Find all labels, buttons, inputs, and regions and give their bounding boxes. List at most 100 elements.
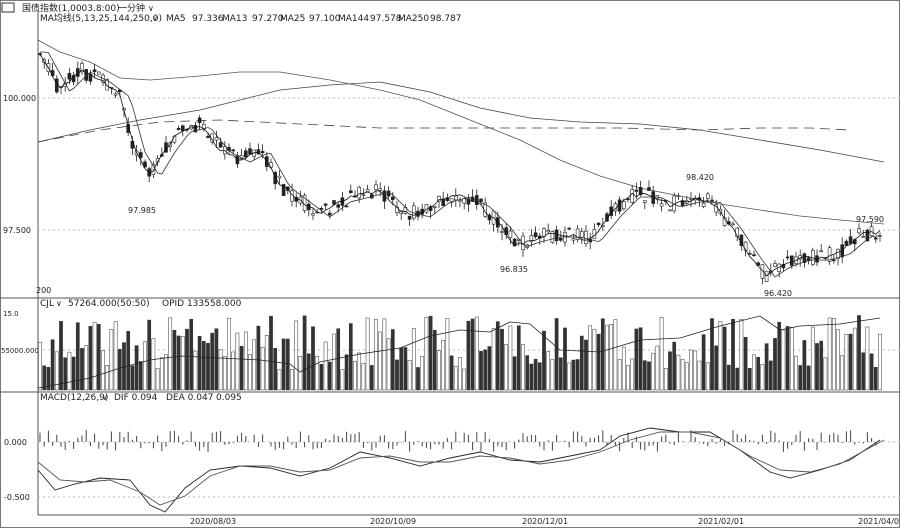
- volume-bar: [487, 346, 492, 391]
- volume-bar: [319, 363, 324, 391]
- volume-bar: [269, 315, 273, 391]
- candle-body: [88, 74, 93, 82]
- volume-bar: [75, 322, 80, 391]
- volume-bar: [819, 340, 824, 391]
- period-dropdown[interactable]: 一分钟: [118, 2, 145, 14]
- volume-bar: [802, 340, 807, 391]
- volume-bar: [705, 362, 710, 391]
- volume-bar: [743, 336, 748, 391]
- candle-body: [332, 200, 336, 205]
- volume-bar: [584, 339, 588, 391]
- candle-body: [701, 202, 706, 207]
- macd-chevron-icon[interactable]: ∨: [102, 393, 108, 402]
- candle-body: [386, 190, 391, 197]
- candle-body: [752, 254, 756, 257]
- volume-bar: [609, 324, 614, 391]
- candle-body: [281, 184, 286, 196]
- volume-title: CJL: [40, 299, 54, 309]
- candle-body: [214, 137, 219, 141]
- candle-body: [680, 200, 685, 206]
- candle-body: [113, 93, 118, 96]
- volume-chevron-icon[interactable]: ∨: [56, 299, 62, 308]
- candle-body: [861, 236, 866, 238]
- volume-bar: [399, 347, 404, 391]
- volume-bar: [831, 318, 836, 391]
- volume-bar: [416, 367, 420, 391]
- indicator-chevron-icon[interactable]: ∨: [152, 14, 158, 23]
- candle-body: [458, 199, 462, 202]
- volume-bar: [474, 316, 479, 391]
- candle-body: [722, 217, 727, 226]
- candle-body: [206, 136, 210, 138]
- volume-bar: [201, 341, 206, 391]
- window-icon[interactable]: [1, 2, 15, 13]
- volume-bar: [294, 320, 299, 391]
- ma25-value: 97.100: [309, 14, 341, 24]
- volume-bar: [789, 326, 794, 391]
- volume-bar: [374, 319, 378, 391]
- volume-bar: [731, 319, 735, 391]
- candle-body: [432, 206, 437, 208]
- candle-body: [244, 150, 248, 158]
- volume-bar: [365, 317, 370, 391]
- candle-body: [819, 250, 824, 253]
- candle-body: [596, 222, 601, 226]
- candle-body: [668, 209, 672, 212]
- volume-bar: [852, 327, 857, 391]
- volume-bar: [168, 317, 173, 391]
- ma5-line: [39, 53, 881, 277]
- volume-bar: [353, 360, 357, 391]
- candle-body: [407, 215, 412, 220]
- volume-bar: [596, 333, 601, 391]
- candle-body: [642, 200, 647, 203]
- volume-bar: [878, 333, 882, 391]
- candle-body: [827, 247, 832, 262]
- volume-bar: [126, 331, 131, 391]
- candle-body: [378, 188, 383, 191]
- volume-bar: [306, 353, 311, 391]
- volume-bar: [134, 345, 139, 391]
- candle-body: [92, 69, 97, 73]
- candle-body: [802, 253, 807, 264]
- tab-label[interactable]: 国债指数(1,0003.8:00): [22, 2, 120, 14]
- chevron-down-icon[interactable]: ∨: [148, 4, 154, 13]
- volume-bar: [722, 326, 727, 391]
- candle-body: [348, 190, 353, 193]
- volume-bar: [836, 329, 840, 391]
- candle-body: [311, 213, 315, 216]
- volume-bar: [827, 317, 832, 391]
- volume-bar: [222, 356, 227, 391]
- candle-body: [105, 79, 109, 91]
- volume-bar: [676, 354, 681, 391]
- volume-bar: [718, 321, 723, 391]
- x-label-5: 2021/04/01: [858, 517, 900, 526]
- volume-bar: [529, 363, 534, 391]
- volume-bar: [466, 320, 471, 391]
- candle-body: [873, 237, 878, 240]
- annotation-low-2: 96.835: [500, 265, 528, 274]
- volume-bar: [752, 354, 756, 391]
- ma5-value: 97.336: [192, 14, 224, 24]
- candle-body: [836, 248, 840, 259]
- volume-bar: [311, 326, 315, 391]
- volume-bar: [588, 325, 593, 391]
- dif-text: DIF 0.094: [114, 393, 158, 403]
- candle-body: [382, 190, 387, 202]
- volume-bar: [231, 351, 236, 391]
- candle-body: [67, 73, 72, 80]
- macd-histogram: [39, 430, 881, 452]
- volume-bar: [777, 321, 782, 391]
- open-interest-line: [37, 315, 881, 389]
- candle-body: [600, 224, 605, 227]
- candle-body: [361, 194, 366, 196]
- volume-bar: [689, 349, 693, 391]
- volume-bar: [525, 355, 530, 391]
- volume-bar: [344, 354, 349, 391]
- candle-body: [554, 229, 559, 241]
- volume-bar: [159, 357, 164, 391]
- y-label-97500: 97.500: [3, 226, 31, 235]
- candle-body: [411, 205, 416, 219]
- volume-bar: [172, 329, 177, 391]
- candle-body: [626, 198, 630, 201]
